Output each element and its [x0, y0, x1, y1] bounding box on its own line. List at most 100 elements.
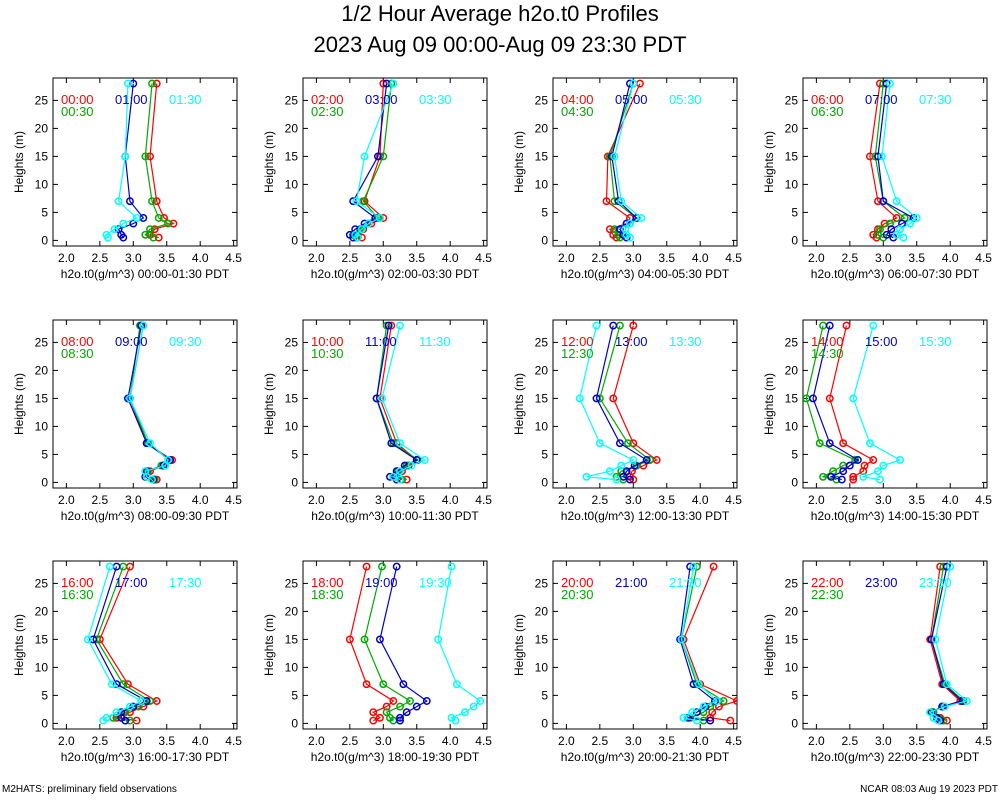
y-tick-label: 10 — [535, 419, 549, 433]
data-point — [396, 713, 404, 722]
y-tick-label: 15 — [535, 149, 549, 163]
y-tick-label: 5 — [541, 205, 548, 219]
x-tick-label: 2.5 — [341, 251, 358, 265]
series-line-1500 — [812, 325, 859, 481]
data-point — [679, 713, 688, 722]
data-point — [825, 394, 834, 403]
y-tick-label: 15 — [785, 632, 799, 646]
y-tick-label: 0 — [291, 233, 298, 247]
series-group — [803, 321, 904, 484]
legend-label: 21:00 — [615, 575, 648, 590]
x-tick-label: 2.0 — [808, 734, 825, 748]
series-group — [575, 321, 661, 484]
data-point — [357, 225, 366, 234]
data-point — [345, 635, 354, 644]
y-tick-label: 20 — [535, 604, 549, 618]
y-tick-label: 25 — [535, 93, 549, 107]
data-point — [382, 708, 391, 717]
x-tick-label: 2.5 — [91, 251, 108, 265]
legend-label: 11:30 — [419, 334, 451, 349]
data-point — [119, 219, 128, 228]
y-tick-label: 5 — [41, 688, 48, 702]
series-line-1130 — [381, 325, 427, 481]
data-point — [825, 439, 834, 448]
data-point — [879, 461, 888, 470]
y-tick-label: 20 — [535, 363, 549, 377]
data-point — [878, 152, 886, 161]
data-point — [125, 716, 134, 725]
data-point — [360, 152, 369, 161]
y-axis-label: Heights (m) — [512, 373, 526, 435]
legend-label: 18:30 — [311, 587, 344, 602]
legend-label: 20:30 — [561, 587, 594, 602]
data-point — [154, 233, 163, 242]
data-point — [407, 461, 416, 470]
data-point — [896, 225, 904, 234]
x-tick-label: 2.0 — [308, 734, 325, 748]
data-point — [882, 230, 891, 239]
y-tick-label: 25 — [285, 335, 299, 349]
x-tick-label: 2.0 — [808, 251, 825, 265]
data-point — [677, 635, 686, 644]
data-point — [146, 225, 154, 234]
x-tick-label: 2.5 — [341, 734, 358, 748]
y-tick-label: 25 — [785, 576, 799, 590]
y-tick-label: 15 — [285, 391, 299, 405]
data-point — [129, 219, 138, 228]
data-point — [114, 197, 123, 206]
footer-note: M2HATS: preliminary field observations — [2, 784, 177, 795]
y-tick-label: 15 — [785, 391, 799, 405]
data-point — [375, 635, 384, 644]
data-point — [873, 467, 882, 476]
data-point — [849, 394, 858, 403]
panel-6: 2.0 2.5 3.0 3.5 4.0 4.5 0 5 10 15 20 25 Heights (m) h… — [262, 319, 492, 523]
series-group — [676, 562, 737, 725]
data-point — [362, 562, 371, 571]
title-block: 1/2 Hour Average h2o.t0 Profiles 2023 Au… — [0, 0, 1000, 59]
legend-label: 09:30 — [169, 334, 202, 349]
data-point — [699, 702, 708, 711]
y-tick-label: 20 — [785, 363, 799, 377]
legend-label: 06:00 — [811, 92, 844, 107]
y-tick-label: 15 — [285, 632, 299, 646]
x-tick-label: 4.5 — [975, 734, 992, 748]
data-point — [469, 702, 478, 711]
data-point — [112, 708, 121, 717]
y-tick-label: 0 — [291, 475, 298, 489]
x-tick-label: 4.0 — [942, 251, 959, 265]
plot-frame — [802, 560, 988, 730]
x-tick-label: 3.0 — [625, 251, 642, 265]
series-line-1400 — [829, 325, 875, 480]
x-tick-label: 3.5 — [908, 493, 925, 507]
data-point — [125, 702, 134, 711]
data-point — [406, 697, 415, 705]
x-tick-label: 4.5 — [975, 493, 992, 507]
data-point — [892, 230, 901, 239]
series-group — [102, 79, 178, 242]
legend-label: 03:30 — [419, 92, 452, 107]
legend-label: 22:30 — [811, 587, 844, 602]
plot-frame — [52, 77, 238, 247]
data-point — [610, 152, 619, 161]
legend-label: 02:00 — [311, 92, 344, 107]
panel-12: 2.0 2.5 3.0 3.5 4.0 4.5 0 5 10 15 20 25 Heights (m) h… — [762, 560, 992, 764]
x-tick-label: 3.5 — [408, 734, 425, 748]
data-point — [865, 439, 874, 448]
data-point — [912, 214, 921, 222]
data-point — [615, 225, 624, 234]
data-point — [146, 439, 154, 448]
data-point — [452, 680, 461, 689]
series-group — [123, 321, 177, 484]
data-point — [615, 439, 624, 448]
data-point — [940, 702, 949, 711]
data-point — [345, 230, 354, 239]
data-point — [689, 562, 698, 571]
x-tick-label: 3.0 — [375, 734, 392, 748]
data-point — [402, 708, 411, 717]
x-tick-label: 2.0 — [558, 251, 575, 265]
x-tick-label: 2.0 — [808, 493, 825, 507]
x-tick-label: 3.5 — [658, 493, 675, 507]
data-point — [869, 230, 878, 239]
data-point — [617, 461, 626, 470]
